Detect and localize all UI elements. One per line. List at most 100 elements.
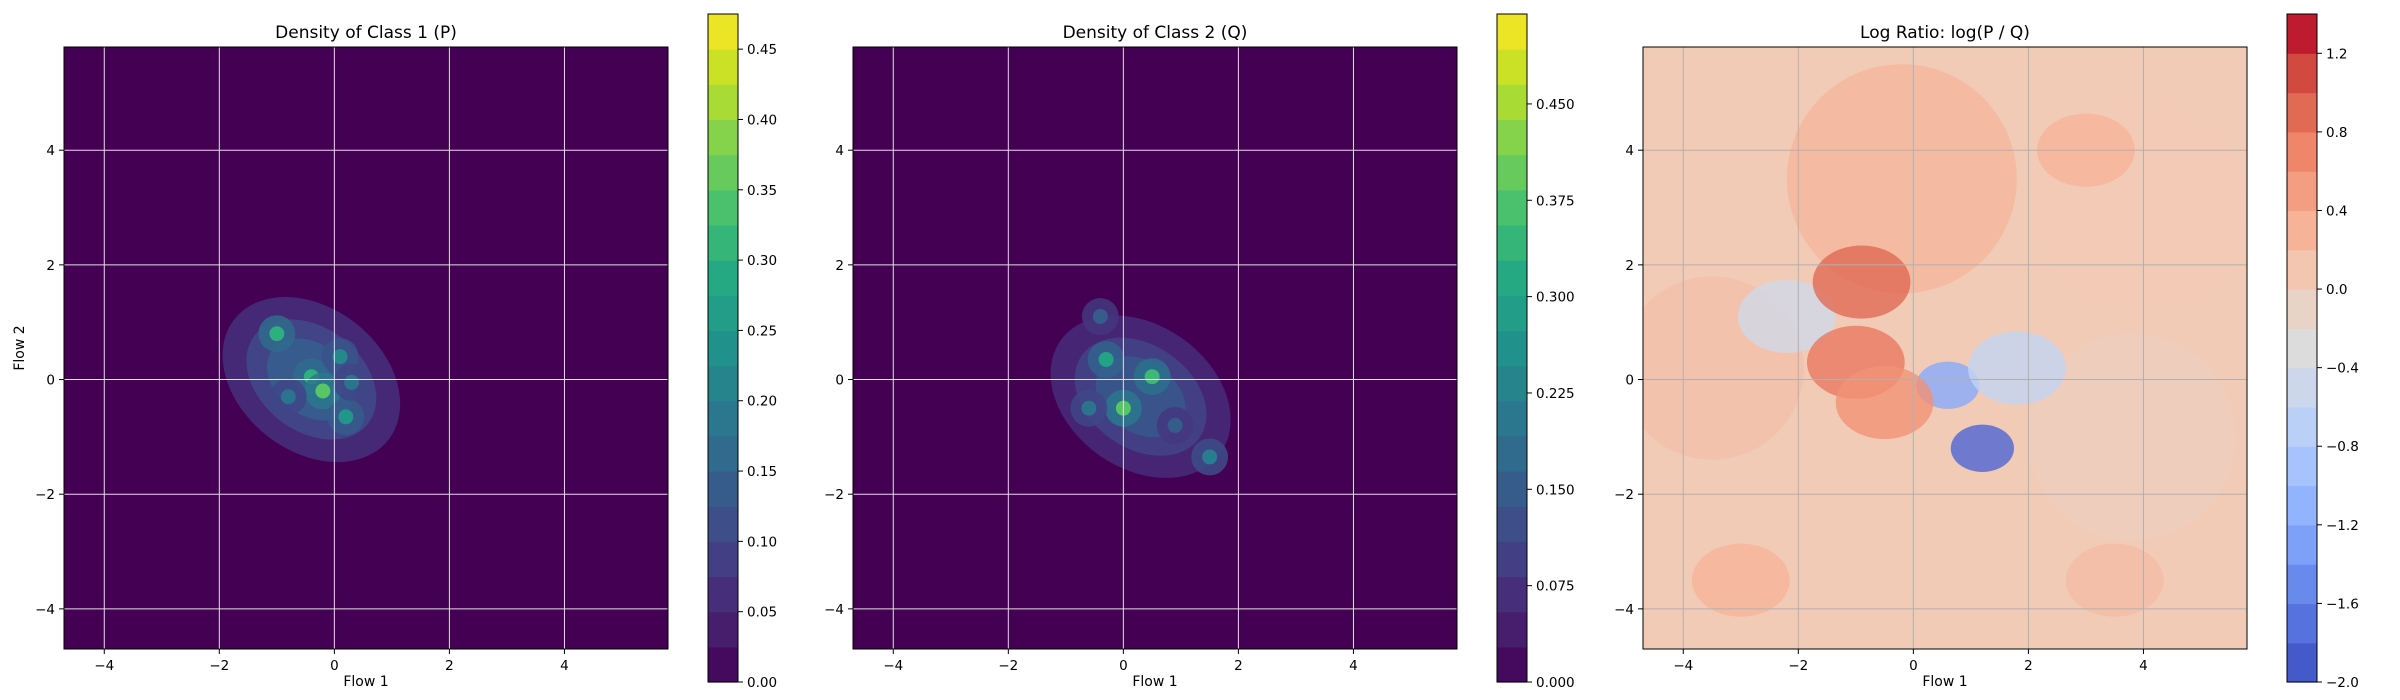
colorbar-band xyxy=(2287,564,2317,605)
colorbar-band xyxy=(2287,171,2317,212)
y-tick-label: −4 xyxy=(1614,602,1634,618)
density-peak xyxy=(280,389,296,405)
colorbar-band xyxy=(1497,84,1527,121)
colorbar-band xyxy=(2287,92,2317,133)
colorbar-band xyxy=(708,154,738,191)
colorbar-tick-label: 0.0 xyxy=(2326,282,2347,298)
colorbar-band xyxy=(708,646,738,683)
x-tick-label: 4 xyxy=(1349,658,1358,674)
panel-1-y-ticks: −4 −2 0 2 4 xyxy=(35,143,64,618)
ratio-region xyxy=(1812,245,1911,319)
panel-1-y-axis-label: Flow 2 xyxy=(12,325,28,370)
colorbar-band xyxy=(1497,295,1527,332)
colorbar-band xyxy=(1497,576,1527,613)
colorbar-frame xyxy=(707,13,739,683)
colorbar-band xyxy=(708,611,738,648)
x-tick-label: −2 xyxy=(998,658,1018,674)
colorbar-band xyxy=(708,14,738,50)
colorbar-band xyxy=(708,435,738,472)
colorbar-band xyxy=(1497,260,1527,296)
colorbar-tick-label: −0.4 xyxy=(2326,361,2359,377)
ratio-region xyxy=(2028,333,2236,541)
colorbar-band xyxy=(708,295,738,332)
density-peak xyxy=(344,374,360,390)
density-peak xyxy=(315,383,331,399)
density-peak xyxy=(1092,308,1108,324)
colorbar-tick-label: 0.300 xyxy=(1536,290,1575,306)
colorbar-band xyxy=(708,506,738,542)
ratio-region xyxy=(1691,543,1790,617)
y-tick-label: 2 xyxy=(1625,258,1634,274)
colorbar-frame xyxy=(2286,13,2318,683)
colorbar-tick-label: 0.150 xyxy=(1536,482,1575,498)
colorbar-tick-label: −1.6 xyxy=(2326,596,2359,612)
panel-3-colorbar: −2.0 −1.6 −1.2 −0.8 −0.4 0.0 0.4 0.8 1.2 xyxy=(2286,13,2359,691)
x-tick-label: 4 xyxy=(2139,658,2148,674)
ratio-region xyxy=(1786,64,2017,294)
x-tick-label: −4 xyxy=(1673,658,1693,674)
panel-3-y-ticks: −4 −2 0 2 4 xyxy=(1614,143,1643,618)
colorbar-band xyxy=(2287,14,2317,54)
colorbar-band xyxy=(1497,49,1527,85)
ratio-region xyxy=(1968,331,2066,405)
colorbar-band xyxy=(2287,367,2317,408)
colorbar-band xyxy=(1497,189,1527,226)
colorbar-tick-label: 0.30 xyxy=(747,253,777,269)
x-tick-label: 0 xyxy=(330,658,339,674)
colorbar-tick-label: 0.15 xyxy=(747,464,777,480)
colorbar-band xyxy=(1497,435,1527,472)
density-peak xyxy=(1081,400,1097,416)
colorbar-tick-label: 0.00 xyxy=(747,675,777,691)
y-tick-label: −2 xyxy=(824,487,844,503)
colorbar-tick-label: 0.4 xyxy=(2326,203,2347,219)
panel-2-y-ticks: −4 −2 0 2 4 xyxy=(824,143,853,618)
colorbar-band xyxy=(2287,328,2317,369)
colorbar-band xyxy=(2287,446,2317,487)
colorbar-band xyxy=(1497,611,1527,648)
y-tick-label: 0 xyxy=(46,373,55,389)
y-tick-label: 0 xyxy=(1625,373,1634,389)
colorbar-band xyxy=(1497,365,1527,402)
colorbar-band xyxy=(1497,224,1527,261)
x-tick-label: 0 xyxy=(1119,658,1128,674)
y-tick-label: −4 xyxy=(824,602,844,618)
colorbar-tick-label: 0.10 xyxy=(747,534,777,550)
panel-1-plot-frame xyxy=(63,46,669,650)
colorbar-band xyxy=(2287,289,2317,329)
panel-2-plot-frame xyxy=(852,46,1458,650)
colorbar-tick-label: 0.05 xyxy=(747,605,777,621)
colorbar-band xyxy=(1497,506,1527,542)
colorbar-band xyxy=(2287,642,2317,683)
density-peak xyxy=(1144,369,1160,385)
panel-2-x-ticks: −4 −2 0 2 4 xyxy=(883,649,1358,674)
colorbar-band xyxy=(708,330,738,367)
colorbar-band xyxy=(1497,330,1527,367)
density-peak xyxy=(1202,449,1218,465)
colorbar-tick-label: −1.2 xyxy=(2326,518,2359,534)
y-tick-label: −4 xyxy=(35,602,55,618)
colorbar-band xyxy=(708,224,738,261)
colorbar-tick-label: 0.375 xyxy=(1536,193,1575,209)
colorbar-band xyxy=(1497,14,1527,50)
panel-1-grid xyxy=(64,47,668,649)
ratio-region xyxy=(2065,543,2164,617)
colorbar-band xyxy=(1497,154,1527,191)
colorbar-tick-label: 0.35 xyxy=(747,183,777,199)
colorbar-tick-label: 0.45 xyxy=(747,42,777,58)
y-tick-label: 0 xyxy=(835,373,844,389)
colorbar-frame xyxy=(1496,13,1528,683)
x-tick-label: −4 xyxy=(94,658,114,674)
colorbar-tick-label: 0.8 xyxy=(2326,125,2347,141)
panel-1-colorbar: 0.00 0.05 0.10 0.15 0.20 0.25 0.30 0.35 0.40 0.45 xyxy=(707,13,777,691)
colorbar-tick-label: 0.25 xyxy=(747,323,777,339)
ratio-region xyxy=(1950,424,2015,472)
density-peak xyxy=(338,409,354,425)
panel-2: Density of Class 2 (Q) −4 −2 0 2 4 −4 −2 0 2 4 F… xyxy=(824,13,1575,691)
ratio-region xyxy=(1737,279,1836,354)
colorbar-band xyxy=(1497,471,1527,507)
panel-2-colorbar: 0.000 0.075 0.150 0.225 0.300 0.375 0.450 xyxy=(1496,13,1575,691)
panel-2-density-layer xyxy=(1050,298,1231,478)
colorbar-band xyxy=(2287,131,2317,172)
colorbar-band xyxy=(708,365,738,402)
y-tick-label: −2 xyxy=(1614,487,1634,503)
